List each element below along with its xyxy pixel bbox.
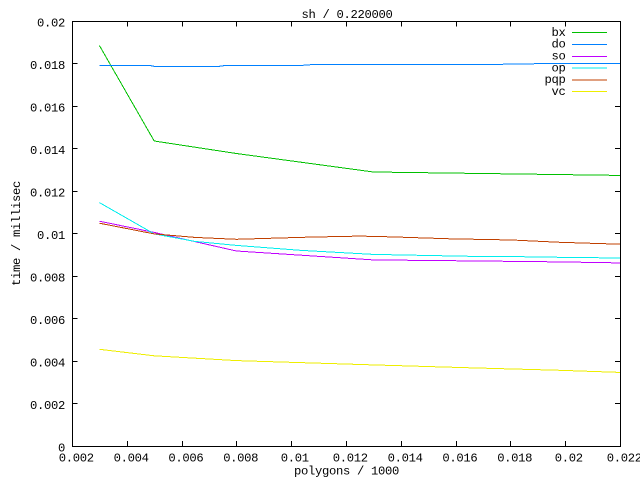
svg-text:0.012: 0.012 — [30, 186, 65, 200]
svg-text:time / millisec: time / millisec — [10, 181, 24, 286]
svg-text:0.014: 0.014 — [388, 452, 423, 466]
svg-text:sh / 0.220000: sh / 0.220000 — [302, 8, 393, 22]
svg-text:vc: vc — [552, 85, 566, 99]
svg-text:0.002: 0.002 — [59, 452, 94, 466]
svg-text:do: do — [552, 38, 566, 52]
svg-text:pqp: pqp — [545, 73, 566, 87]
svg-text:0.016: 0.016 — [442, 452, 477, 466]
svg-text:polygons / 1000: polygons / 1000 — [294, 465, 399, 479]
svg-text:0.002: 0.002 — [30, 399, 65, 413]
svg-text:0.018: 0.018 — [30, 59, 65, 73]
svg-text:0.022: 0.022 — [607, 452, 640, 466]
svg-text:0.008: 0.008 — [30, 271, 65, 285]
svg-text:0.01: 0.01 — [37, 229, 65, 243]
svg-text:0.008: 0.008 — [223, 452, 258, 466]
svg-text:op: op — [552, 61, 566, 75]
svg-text:0.018: 0.018 — [497, 452, 532, 466]
svg-text:0.02: 0.02 — [37, 16, 65, 30]
svg-text:0.004: 0.004 — [30, 356, 65, 370]
svg-text:0.006: 0.006 — [30, 314, 65, 328]
svg-text:0.012: 0.012 — [333, 452, 368, 466]
svg-text:0.016: 0.016 — [30, 101, 65, 115]
svg-text:bx: bx — [552, 26, 566, 40]
svg-text:so: so — [552, 50, 566, 64]
svg-text:0.004: 0.004 — [114, 452, 149, 466]
svg-text:0.02: 0.02 — [555, 452, 583, 466]
svg-text:0.006: 0.006 — [168, 452, 203, 466]
svg-text:0: 0 — [58, 441, 65, 455]
svg-text:0.01: 0.01 — [281, 452, 309, 466]
svg-text:0.014: 0.014 — [30, 144, 65, 158]
